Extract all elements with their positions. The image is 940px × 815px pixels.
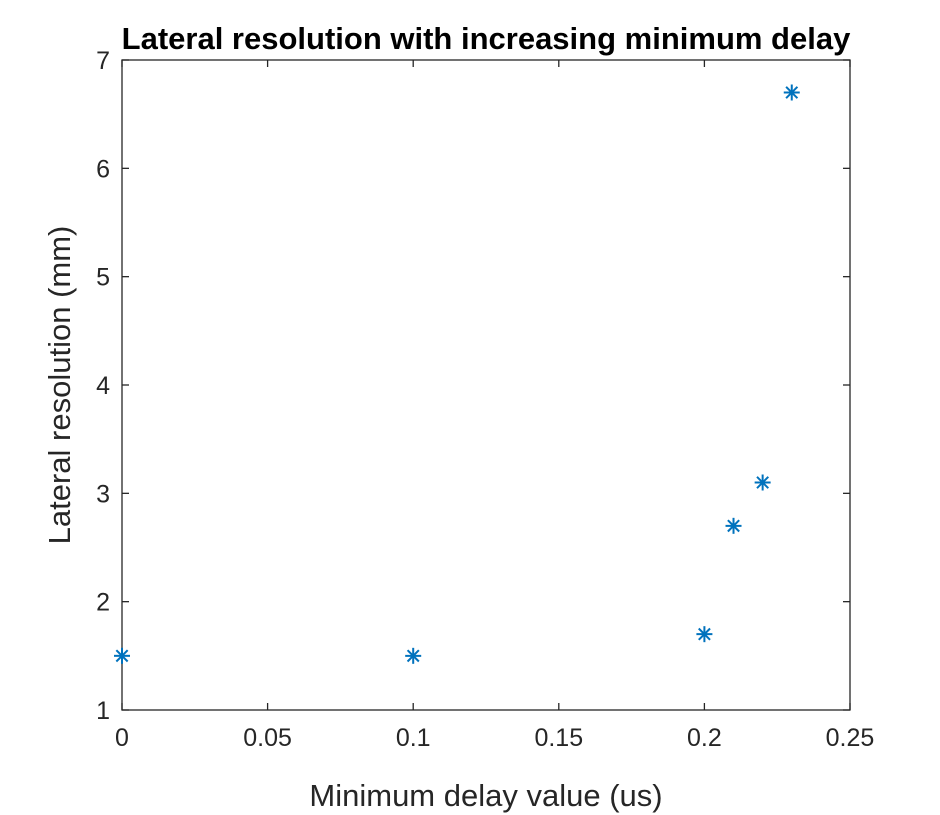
x-tick-label: 0.05 bbox=[243, 724, 292, 752]
plot-area-frame bbox=[121, 59, 851, 711]
x-tick-label: 0.2 bbox=[687, 724, 722, 752]
data-point bbox=[405, 647, 422, 664]
y-tick-label: 2 bbox=[96, 589, 110, 617]
y-tick-label: 1 bbox=[96, 697, 110, 725]
y-tick-labels: 1 2 3 4 5 6 7 bbox=[96, 47, 110, 725]
y-axis-label: Lateral resolution (mm) bbox=[42, 226, 77, 545]
data-point bbox=[696, 626, 713, 643]
y-tick-label: 5 bbox=[96, 264, 110, 292]
y-tick-label: 6 bbox=[96, 155, 110, 183]
data-point bbox=[725, 517, 742, 534]
x-tick-label: 0.15 bbox=[534, 724, 583, 752]
x-tick-label: 0 bbox=[115, 724, 129, 752]
data-point bbox=[783, 84, 800, 101]
data-points bbox=[114, 84, 800, 664]
y-tick-label: 7 bbox=[96, 47, 110, 75]
x-tick-label: 0.1 bbox=[396, 724, 431, 752]
y-tick-label: 4 bbox=[96, 372, 110, 400]
data-point bbox=[114, 647, 130, 664]
x-tick-labels: 0 0.05 0.1 0.15 0.2 0.25 bbox=[115, 724, 874, 752]
axis-ticks bbox=[121, 59, 851, 711]
chart-title: Lateral resolution with increasing minim… bbox=[122, 21, 851, 56]
x-axis-label: Minimum delay value (us) bbox=[309, 778, 662, 813]
x-tick-label: 0.25 bbox=[826, 724, 875, 752]
data-point bbox=[754, 474, 771, 491]
y-tick-label: 3 bbox=[96, 480, 110, 508]
